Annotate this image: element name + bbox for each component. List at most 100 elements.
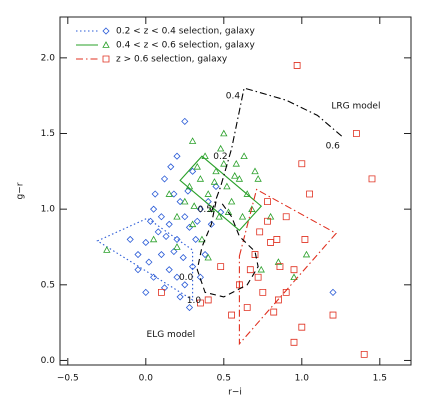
point	[273, 236, 281, 243]
x-axis-label: r−i	[228, 388, 242, 398]
point	[257, 265, 265, 273]
point	[165, 190, 173, 197]
point	[201, 152, 209, 159]
point	[170, 190, 178, 198]
point	[190, 202, 198, 209]
point	[185, 303, 194, 312]
point	[220, 159, 228, 167]
x-tick-label: 1.0	[295, 374, 310, 384]
point	[103, 246, 111, 253]
point	[212, 167, 220, 175]
point	[165, 266, 173, 274]
point	[134, 266, 142, 274]
point	[228, 311, 235, 319]
point	[251, 167, 259, 175]
point	[224, 208, 233, 215]
point	[207, 220, 215, 228]
model-track	[210, 87, 345, 213]
point	[223, 182, 231, 190]
point	[181, 213, 189, 221]
point	[353, 130, 360, 137]
point	[196, 205, 204, 213]
point	[189, 263, 197, 271]
point	[204, 253, 212, 261]
point	[256, 228, 264, 236]
point	[157, 250, 165, 259]
x-tick-label: 1.5	[373, 374, 387, 384]
point	[102, 41, 110, 48]
redshift-label: 0.4	[226, 92, 241, 102]
point	[243, 304, 251, 311]
point	[204, 190, 212, 197]
point	[102, 55, 110, 63]
redshift-label: 0.0	[179, 273, 194, 283]
point	[158, 288, 165, 296]
point	[176, 293, 184, 301]
point	[251, 251, 259, 258]
point	[193, 162, 201, 170]
legend-label: 0.2 < z < 0.4 selection, galaxy	[116, 27, 255, 37]
y-tick-label: 0.0	[41, 356, 56, 366]
point	[238, 212, 247, 220]
point	[302, 250, 311, 258]
y-tick-label: 1.0	[41, 205, 56, 215]
x-tick-label: 0.5	[217, 374, 231, 384]
point	[220, 129, 228, 137]
point	[201, 250, 209, 259]
point	[217, 144, 225, 152]
point	[270, 308, 278, 316]
y-tick-label: 2.0	[41, 53, 56, 63]
point	[231, 172, 239, 179]
point	[162, 232, 170, 240]
point	[192, 235, 200, 243]
point	[167, 163, 175, 171]
point	[198, 235, 206, 243]
point	[232, 159, 240, 167]
x-tick-label: −0.5	[57, 374, 79, 384]
point	[301, 236, 309, 243]
point	[227, 197, 236, 205]
point	[217, 263, 225, 271]
point	[142, 238, 150, 247]
point	[282, 288, 290, 296]
point	[151, 190, 159, 198]
point	[290, 266, 298, 274]
plot-frame	[59, 16, 412, 366]
point	[102, 27, 110, 35]
point	[197, 299, 204, 307]
point	[215, 212, 223, 220]
point	[189, 167, 197, 175]
point	[146, 217, 155, 225]
point	[145, 258, 153, 266]
model-label: ELG model	[147, 330, 196, 340]
point	[126, 235, 134, 243]
model-label: LRG model	[331, 102, 380, 112]
point	[196, 175, 205, 182]
redshift-label: 0.6	[326, 142, 341, 152]
y-tick-label: 1.5	[41, 129, 55, 139]
point	[188, 220, 197, 228]
point	[181, 281, 189, 289]
point	[306, 190, 313, 198]
point	[212, 182, 220, 191]
point	[298, 160, 306, 168]
point	[150, 205, 158, 213]
point	[173, 235, 181, 243]
point	[246, 266, 254, 274]
selection-box	[238, 188, 337, 346]
point	[184, 187, 192, 195]
point	[274, 258, 283, 265]
y-tick-label: 0.5	[41, 280, 55, 290]
point	[173, 152, 181, 160]
point	[134, 250, 142, 259]
point	[193, 217, 201, 225]
point	[282, 213, 290, 221]
point	[170, 247, 178, 256]
point	[173, 243, 181, 250]
point	[264, 217, 271, 225]
point	[290, 273, 298, 281]
point	[259, 288, 267, 296]
point	[264, 198, 271, 205]
point	[188, 137, 197, 144]
